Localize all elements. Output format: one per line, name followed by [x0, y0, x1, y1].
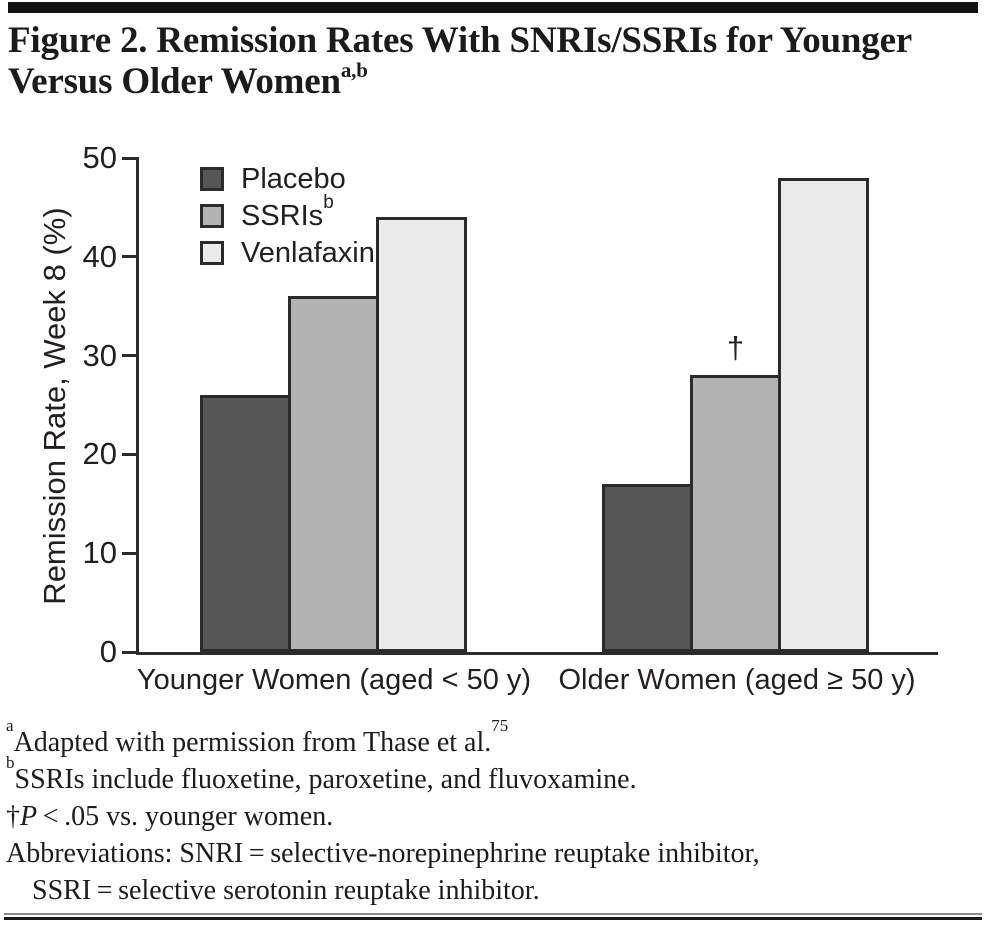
- figure-title: Figure 2. Remission Rates With SNRIs/SSR…: [8, 20, 912, 102]
- footnote-a-text: Adapted with permission from Thase et al…: [13, 727, 492, 758]
- footnote-dagger: †P < .05 vs. younger women.: [6, 798, 974, 835]
- footnotes: aAdapted with permission from Thase et a…: [6, 717, 974, 909]
- y-tick-20: [122, 452, 139, 456]
- figure-title-superscript: a,b: [340, 57, 368, 82]
- bar-older-placebo: [602, 484, 693, 652]
- legend-swatch-venlafaxine: [200, 241, 224, 265]
- legend-label-superscript: b: [323, 191, 334, 213]
- bottom-rule-thick: [4, 917, 982, 920]
- footnote-a-marker: a: [6, 716, 14, 736]
- bar-younger-venlafaxine: [376, 217, 467, 652]
- legend-label-venlafaxine: Venlafaxine: [241, 237, 391, 269]
- bar-younger-ssris: [288, 296, 379, 652]
- footnote-dagger-marker: †: [6, 801, 20, 832]
- significance-dagger: †: [726, 330, 745, 366]
- legend-swatch-placebo: [200, 167, 224, 191]
- legend-item-venlafaxine: Venlafaxine: [200, 237, 391, 269]
- footnote-b-marker: b: [6, 753, 15, 773]
- x-category-label-older: Older Women (aged ≥ 50 y): [558, 664, 916, 696]
- legend-label-ssris: SSRIsb: [241, 191, 334, 232]
- y-tick-label-30: 30: [82, 337, 117, 373]
- footnote-abbreviations-line2: SSRI = selective serotonin reuptake inhi…: [32, 875, 540, 906]
- legend-label-placebo: Placebo: [241, 163, 346, 195]
- bar-older-ssris: [690, 375, 781, 652]
- plot-area: Placebo SSRIsb Venlafaxine 0 10 20 30 40 50 †: [83, 142, 938, 667]
- legend: Placebo SSRIsb Venlafaxine: [200, 163, 391, 278]
- y-tick-40: [122, 255, 139, 259]
- legend-item-ssris: SSRIsb: [200, 191, 391, 232]
- figure-title-line1: Figure 2. Remission Rates With SNRIs/SSR…: [8, 20, 913, 61]
- footnote-dagger-text: < .05 vs. younger women.: [37, 801, 334, 832]
- figure-title-line2: Versus Older Women: [8, 61, 341, 102]
- y-tick-label-40: 40: [82, 238, 117, 274]
- y-tick-0: [122, 650, 139, 654]
- y-tick-label-10: 10: [82, 535, 117, 571]
- y-tick-label-0: 0: [99, 634, 117, 669]
- footnote-b-text: SSRIs include fluoxetine, paroxetine, an…: [14, 764, 637, 795]
- y-tick-label-20: 20: [82, 436, 117, 472]
- footnote-b: bSSRIs include fluoxetine, paroxetine, a…: [6, 754, 974, 798]
- footnote-abbreviations-line1: Abbreviations: SNRI = selective-norepine…: [6, 838, 760, 869]
- legend-item-placebo: Placebo: [200, 163, 391, 195]
- y-tick-10: [122, 551, 139, 555]
- bar-younger-placebo: [200, 395, 291, 652]
- y-tick-30: [122, 354, 139, 358]
- footnote-a-citation: 75: [491, 716, 509, 736]
- y-tick-50: [122, 156, 139, 160]
- footnote-a: aAdapted with permission from Thase et a…: [6, 717, 974, 761]
- bottom-rule-thin: [4, 913, 982, 915]
- bar-older-venlafaxine: [778, 177, 869, 652]
- footnote-dagger-pvalue: P: [20, 801, 38, 832]
- y-tick-label-50: 50: [82, 140, 117, 175]
- top-rule: [8, 2, 978, 13]
- legend-swatch-ssris: [200, 204, 224, 228]
- x-category-label-younger: Younger Women (aged < 50 y): [136, 664, 532, 696]
